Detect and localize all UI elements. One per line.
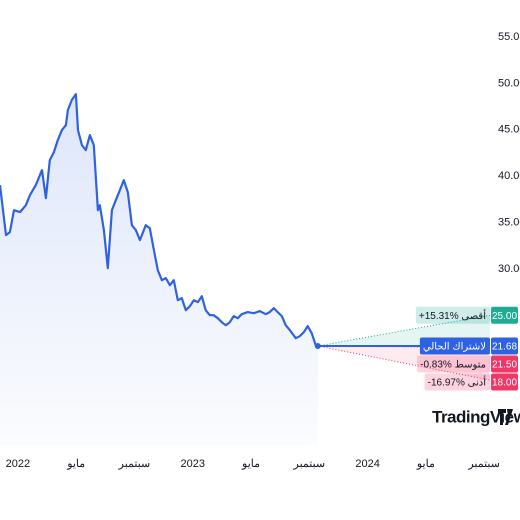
target-line [317, 314, 491, 347]
logo-icon [498, 409, 513, 425]
current-dot [314, 342, 321, 349]
price-value: 21.50 [492, 360, 517, 371]
y-tick-label: 30.00 [498, 263, 520, 275]
logo: TradingView [432, 407, 520, 426]
x-tick-label: 2023 [181, 458, 205, 470]
price-value: 21.68 [492, 342, 517, 353]
y-tick-label: 55.0 [498, 31, 519, 43]
y-tick-label: 45.00 [498, 124, 520, 136]
x-tick-label: سبتمبر [293, 458, 326, 470]
plot: 55.0 50.00 45.00 40.00 35.00 30.00 2022 مايو سبت… [0, 31, 520, 470]
price-name: -16.97% أدنى [428, 376, 487, 389]
price-label: 21.68 لاشتراك الحالي [419, 337, 518, 355]
price-box [491, 337, 518, 355]
price-value: 25.00 [492, 311, 517, 322]
y-tick-label: 35.00 [498, 216, 520, 228]
price-value: 18.00 [492, 378, 517, 389]
price-line [0, 93, 319, 348]
downside-zone [317, 345, 490, 381]
x-tick-label: 2024 [355, 458, 379, 470]
price-label: 25.00 +15.31% أقصى [415, 306, 518, 324]
name-box [417, 355, 490, 373]
x-tick-label: 2022 [6, 458, 30, 470]
price-label: 21.50 -0.83% متوسط [417, 355, 518, 373]
x-tick-label: مايو [241, 458, 260, 470]
price-box [491, 373, 518, 391]
price-name: -0.83% متوسط [420, 360, 486, 371]
name-box [424, 373, 490, 391]
price-label: 18.00 -16.97% أدنى [424, 373, 518, 391]
x-tick-label: سبتمبر [118, 458, 151, 470]
area [0, 94, 318, 445]
x-tick-label: مايو [66, 458, 85, 470]
target-line [317, 345, 491, 381]
price-box [491, 306, 518, 324]
x-tick-label: مايو [416, 458, 435, 470]
name-box [415, 306, 490, 324]
y-tick-label: 50.00 [498, 77, 520, 89]
name-box [419, 337, 490, 355]
x-tick-label: سبتمبر [467, 458, 500, 470]
price-name: +15.31% أقصى [419, 309, 486, 322]
logo-text: TradingView [432, 407, 520, 426]
price-name: لاشتراك الحالي [423, 342, 486, 353]
price-box [491, 355, 518, 373]
y-tick-label: 40.00 [498, 170, 520, 182]
